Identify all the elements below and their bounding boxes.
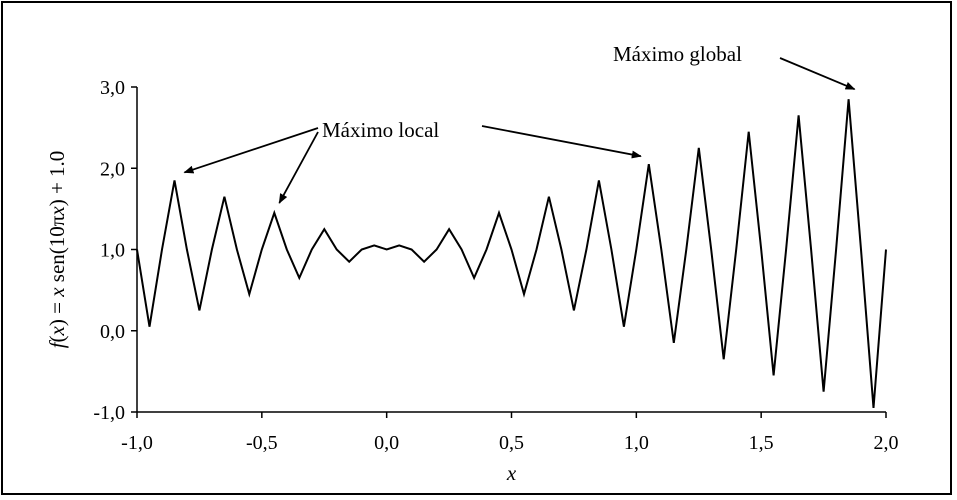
x-ticks: -1,0 -0,5 0,0 0,5 1,0 1,5 2,0 xyxy=(121,412,898,454)
x-tick-label: -1,0 xyxy=(121,432,153,454)
y-tick-label: 1,0 xyxy=(100,240,125,262)
y-title-mid: ) = xyxy=(45,297,69,326)
x-tick-label: 1,5 xyxy=(749,432,774,454)
y-tick-label: -1,0 xyxy=(93,402,125,424)
annotation-arrow xyxy=(482,126,641,156)
annotation-maximo-local: Máximo local xyxy=(322,118,439,142)
y-ticks: -1,0 0,0 1,0 2,0 3,0 xyxy=(93,77,137,424)
y-title-end: ) + 1.0 xyxy=(45,151,69,207)
y-axis-title: f(x) = x sen(10πx) + 1.0 xyxy=(45,151,69,349)
y-title-open: ( xyxy=(45,335,69,342)
y-tick-label: 0,0 xyxy=(100,321,125,343)
annotation-arrow xyxy=(780,58,855,89)
y-tick-label: 3,0 xyxy=(100,77,125,99)
series-line xyxy=(137,99,886,408)
y-tick-label: 2,0 xyxy=(100,158,125,180)
x-tick-label: 2,0 xyxy=(874,432,899,454)
x-tick-label: 1,0 xyxy=(624,432,649,454)
annotation-arrow xyxy=(184,128,318,172)
y-title-sen: sen(10π xyxy=(45,215,69,287)
x-tick-label: 0,5 xyxy=(499,432,524,454)
x-tick-label: -0,5 xyxy=(246,432,278,454)
x-axis-title: x xyxy=(506,461,517,485)
x-tick-label: 0,0 xyxy=(374,432,399,454)
annotation-maximo-global: Máximo global xyxy=(613,42,742,66)
annotation-arrow xyxy=(279,132,318,203)
